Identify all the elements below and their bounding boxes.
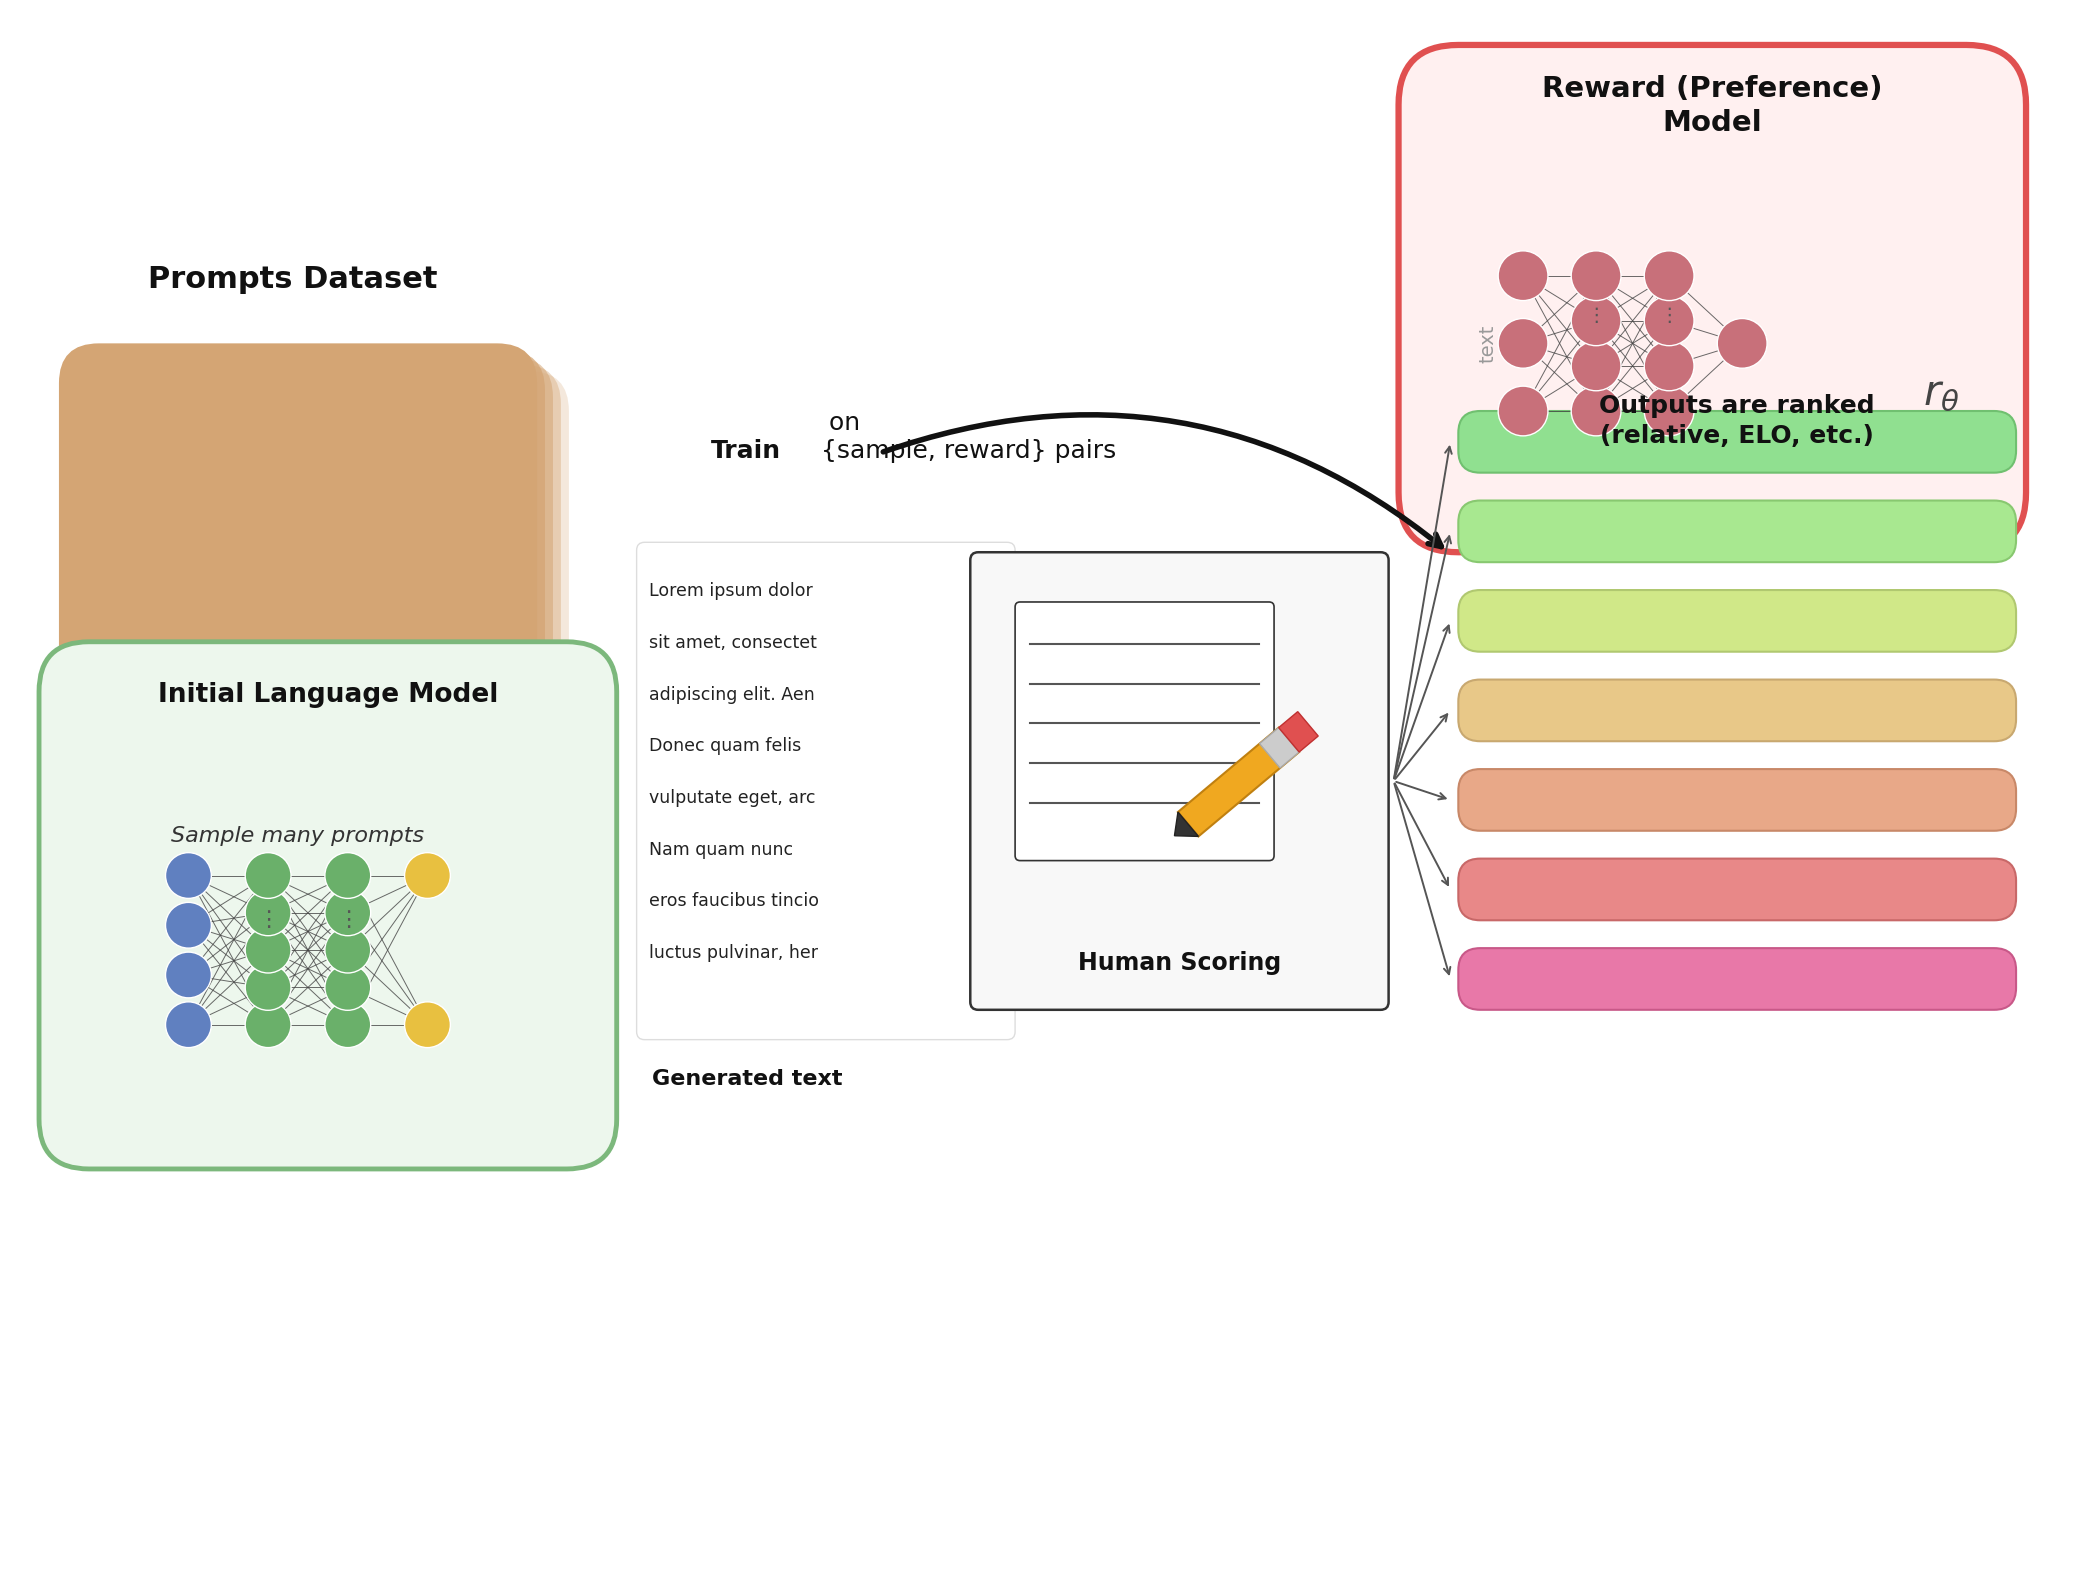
Circle shape: [166, 1002, 212, 1048]
Circle shape: [1643, 386, 1693, 435]
FancyBboxPatch shape: [67, 350, 545, 798]
Text: eros faucibus tincio: eros faucibus tincio: [649, 892, 820, 911]
FancyBboxPatch shape: [1015, 602, 1275, 861]
Text: $r_\theta$: $r_\theta$: [1924, 372, 1959, 415]
Circle shape: [1643, 341, 1693, 391]
Circle shape: [324, 965, 370, 1010]
Text: on
{sample, reward} pairs: on {sample, reward} pairs: [822, 412, 1117, 463]
Circle shape: [1643, 295, 1693, 346]
Circle shape: [1570, 295, 1620, 346]
Text: Lorem ipsum dolor: Lorem ipsum dolor: [649, 583, 813, 600]
Text: Train: Train: [711, 438, 782, 463]
FancyBboxPatch shape: [1458, 591, 2016, 652]
Circle shape: [1498, 319, 1548, 368]
Text: text: text: [1479, 324, 1498, 363]
Text: Sample many prompts: Sample many prompts: [171, 826, 424, 845]
Text: Reward (Preference)
Model: Reward (Preference) Model: [1541, 75, 1882, 137]
Circle shape: [324, 889, 370, 936]
FancyBboxPatch shape: [1398, 46, 2026, 553]
FancyBboxPatch shape: [1458, 859, 2016, 921]
Text: Donec quam felis: Donec quam felis: [649, 737, 801, 756]
Text: ⋮: ⋮: [1660, 305, 1679, 325]
FancyBboxPatch shape: [1458, 501, 2016, 562]
FancyBboxPatch shape: [1458, 680, 2016, 742]
Text: Nam quam nunc: Nam quam nunc: [649, 840, 792, 859]
Circle shape: [324, 927, 370, 972]
Circle shape: [324, 853, 370, 899]
Circle shape: [1498, 386, 1548, 435]
FancyBboxPatch shape: [1458, 949, 2016, 1010]
Circle shape: [166, 952, 212, 998]
FancyBboxPatch shape: [40, 643, 616, 1169]
Circle shape: [245, 965, 291, 1010]
Circle shape: [245, 853, 291, 899]
Text: Prompts Dataset: Prompts Dataset: [148, 264, 437, 294]
FancyBboxPatch shape: [83, 364, 562, 812]
FancyBboxPatch shape: [92, 371, 570, 818]
Circle shape: [1643, 251, 1693, 300]
Text: Outputs are ranked
(relative, ELO, etc.): Outputs are ranked (relative, ELO, etc.): [1600, 394, 1874, 448]
Text: ⋮: ⋮: [337, 910, 360, 930]
Polygon shape: [1279, 712, 1319, 753]
Circle shape: [245, 927, 291, 972]
Circle shape: [166, 853, 212, 899]
FancyBboxPatch shape: [636, 542, 1015, 1040]
Circle shape: [324, 1002, 370, 1048]
Circle shape: [1570, 341, 1620, 391]
Circle shape: [404, 853, 451, 899]
Circle shape: [404, 1002, 451, 1048]
Text: ⋮: ⋮: [1587, 305, 1606, 325]
FancyBboxPatch shape: [969, 553, 1389, 1010]
FancyBboxPatch shape: [1458, 412, 2016, 473]
FancyBboxPatch shape: [75, 357, 553, 804]
Circle shape: [1570, 386, 1620, 435]
Text: Human Scoring: Human Scoring: [1077, 950, 1281, 976]
Polygon shape: [1260, 727, 1300, 768]
Circle shape: [1498, 251, 1548, 300]
FancyBboxPatch shape: [58, 344, 537, 790]
Text: adipiscing elit. Aen: adipiscing elit. Aen: [649, 685, 815, 704]
Circle shape: [245, 889, 291, 936]
Text: ⋮: ⋮: [258, 910, 279, 930]
Text: Initial Language Model: Initial Language Model: [158, 682, 497, 707]
Text: vulputate eget, arc: vulputate eget, arc: [649, 789, 815, 807]
FancyBboxPatch shape: [1458, 770, 2016, 831]
Text: sit amet, consectet: sit amet, consectet: [649, 633, 817, 652]
Text: luctus pulvinar, her: luctus pulvinar, her: [649, 944, 817, 961]
Circle shape: [245, 1002, 291, 1048]
Circle shape: [1570, 251, 1620, 300]
Polygon shape: [1175, 812, 1198, 836]
Text: Generated text: Generated text: [651, 1070, 842, 1089]
Circle shape: [166, 902, 212, 949]
Circle shape: [1718, 319, 1768, 368]
Polygon shape: [1177, 727, 1300, 836]
